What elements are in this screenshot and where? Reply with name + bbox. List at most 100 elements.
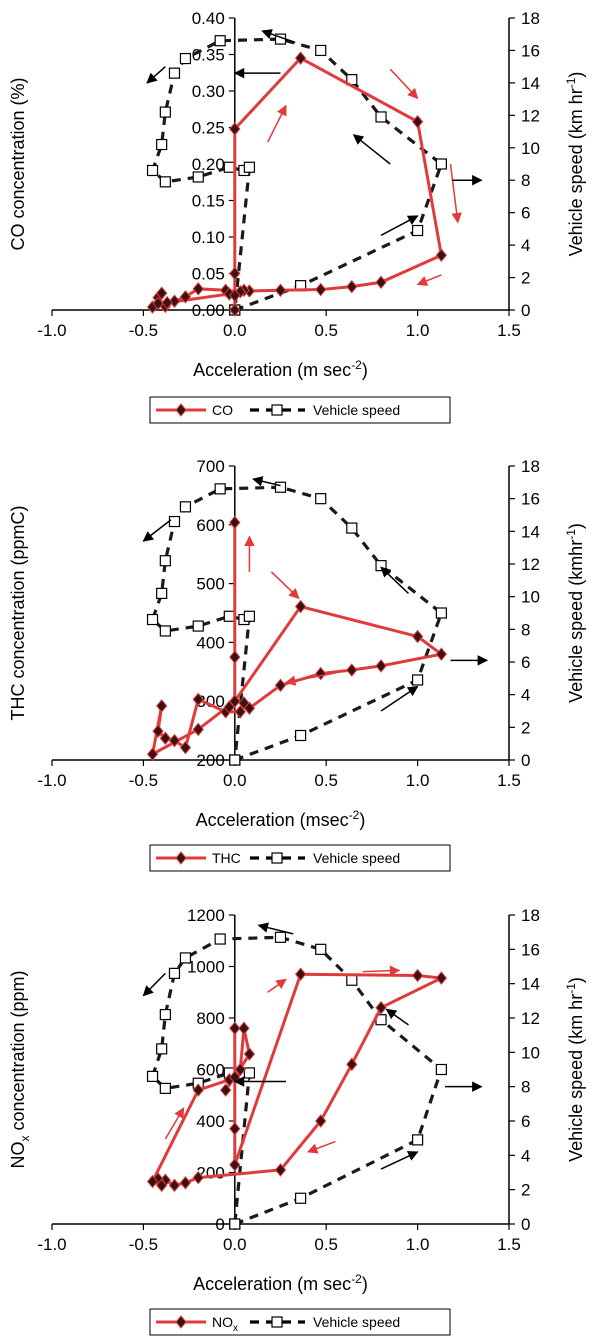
- y2-tick-label: 6: [521, 1112, 530, 1131]
- y-axis-label: THC concentration (ppmC): [8, 505, 28, 720]
- point-pollutant: [192, 722, 204, 737]
- direction-arrow-black: [380, 685, 419, 712]
- point-pollutant: [435, 647, 448, 661]
- point-pollutant: [192, 282, 204, 296]
- point-vehicle-speed: [375, 560, 387, 572]
- x-tick-label: 1.5: [497, 321, 521, 340]
- point-pollutant: [192, 692, 204, 707]
- legend: CO Vehicle speed: [149, 396, 451, 424]
- point-vehicle-speed: [274, 481, 287, 493]
- point-pollutant: [161, 295, 173, 310]
- direction-arrow-black: [146, 66, 166, 84]
- point-pollutant: [229, 1157, 241, 1172]
- point-vehicle-speed: [315, 943, 327, 955]
- y2-tick-label: 8: [521, 620, 530, 639]
- point-vehicle-speed: [223, 610, 235, 622]
- chart-panel-2: -1.0 -0.5 0.0 0.5 1.0 1.5 200 300 400 500 600 700 0 2…: [8, 457, 586, 872]
- point-pollutant: [234, 1062, 246, 1077]
- y2-tick-label: 14: [521, 74, 540, 93]
- y2-tick-label: 12: [521, 106, 540, 125]
- x-axis-label: Acceleration (m sec-2): [193, 1272, 368, 1294]
- direction-arrow-red: [416, 274, 442, 286]
- y-tick-label: 500: [196, 575, 224, 594]
- y2-tick-label: 4: [521, 236, 530, 255]
- direction-arrow-red: [449, 163, 462, 224]
- point-pollutant: [294, 967, 307, 982]
- y-tick-label: 0: [215, 1215, 224, 1234]
- point-vehicle-speed: [159, 1008, 171, 1021]
- point-vehicle-speed: [315, 44, 327, 57]
- y-tick-label: 400: [196, 1112, 224, 1131]
- x-tick-label: 0.0: [223, 771, 247, 790]
- point-vehicle-speed: [274, 931, 287, 943]
- point-pollutant: [411, 114, 424, 129]
- point-pollutant: [156, 1178, 168, 1193]
- y-tick-label: 0.05: [192, 265, 225, 284]
- point-pollutant: [346, 1057, 358, 1072]
- point-pollutant: [229, 515, 241, 530]
- point-pollutant: [152, 296, 164, 311]
- point-vehicle-speed: [412, 1134, 424, 1146]
- point-pollutant: [229, 303, 241, 317]
- y-tick-label: 600: [196, 516, 224, 535]
- y2-tick-label: 18: [521, 457, 540, 476]
- point-vehicle-speed: [146, 1070, 159, 1082]
- point-vehicle-speed: [159, 176, 171, 188]
- point-vehicle-speed: [214, 483, 226, 495]
- x-axis-label: Acceleration (m sec-2): [193, 358, 368, 380]
- point-pollutant: [315, 282, 327, 297]
- x-tick-label: 1.0: [406, 321, 430, 340]
- x-tick-label: 0.5: [314, 771, 338, 790]
- x-tick-label: -1.0: [37, 1235, 66, 1254]
- point-vehicle-speed: [214, 35, 226, 47]
- point-pollutant: [229, 122, 241, 136]
- y-tick-label: 800: [196, 1009, 224, 1028]
- x-tick-label: 0.0: [223, 321, 247, 340]
- point-pollutant: [411, 968, 424, 983]
- direction-arrow-black: [380, 566, 409, 594]
- y-tick-label: 200: [196, 751, 224, 770]
- direction-arrow-red: [164, 1107, 185, 1140]
- point-vehicle-speed: [315, 493, 327, 505]
- point-pollutant: [229, 1021, 241, 1036]
- point-pollutant: [294, 51, 307, 65]
- y-tick-label: 0.00: [192, 301, 225, 320]
- y-tick-label: 600: [196, 1061, 224, 1080]
- direction-arrow-red: [284, 672, 336, 686]
- legend-label-vehicle-speed: Vehicle speed: [313, 402, 400, 418]
- y2-tick-label: 8: [521, 1078, 530, 1097]
- y2-tick-label: 6: [521, 204, 530, 223]
- point-pollutant: [238, 1021, 250, 1036]
- x-tick-label: 1.5: [497, 771, 521, 790]
- point-vehicle-speed: [156, 587, 168, 600]
- x-tick-label: 0.5: [314, 1235, 338, 1254]
- point-vehicle-speed: [214, 933, 226, 945]
- point-pollutant: [238, 696, 250, 710]
- x-tick-label: -1.0: [37, 771, 66, 790]
- point-vehicle-speed: [229, 754, 241, 766]
- point-vehicle-speed: [412, 224, 424, 237]
- direction-arrow-red: [362, 965, 401, 976]
- direction-arrow-red: [267, 978, 287, 993]
- y-tick-label: 400: [196, 633, 224, 652]
- y-tick-label: 0.20: [192, 155, 225, 174]
- point-pollutant: [234, 705, 246, 719]
- legend-label-vehicle-speed: Vehicle speed: [313, 1314, 400, 1330]
- direction-arrow-black: [380, 1151, 419, 1170]
- y2-tick-label: 2: [521, 269, 530, 288]
- point-pollutant: [152, 724, 164, 738]
- point-pollutant: [229, 266, 241, 281]
- legend-label-pollutant: NOx: [212, 1314, 238, 1334]
- point-vehicle-speed: [159, 1082, 171, 1094]
- y2-tick-label: 4: [521, 1146, 530, 1165]
- point-pollutant: [346, 279, 358, 294]
- point-pollutant: [179, 1176, 192, 1190]
- y2-axis-label: Vehicle speed (kmhr-1): [564, 523, 586, 703]
- legend: THC Vehicle speed: [149, 844, 451, 872]
- direction-arrow-red: [306, 1140, 336, 1154]
- point-vehicle-speed: [412, 674, 424, 686]
- legend-label-pollutant: THC: [212, 850, 241, 866]
- y2-tick-label: 10: [521, 1043, 540, 1062]
- direction-arrow-black: [142, 972, 166, 997]
